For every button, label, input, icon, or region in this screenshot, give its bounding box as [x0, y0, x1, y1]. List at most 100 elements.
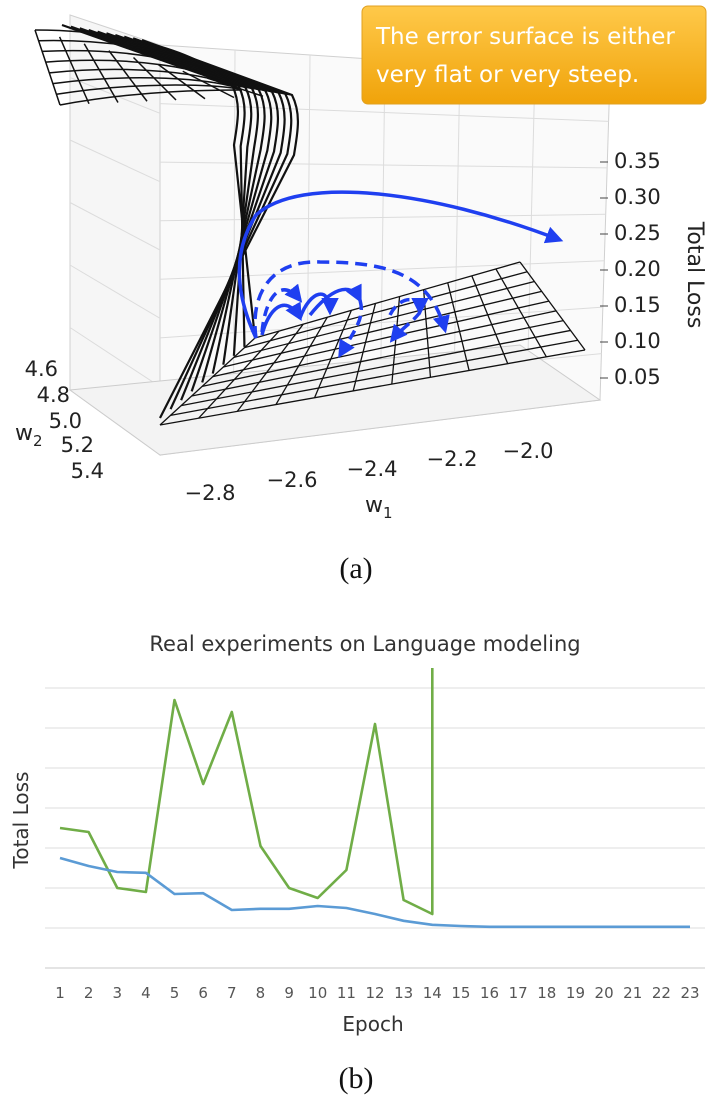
x-tick-label: −2.8	[185, 481, 236, 505]
flat-mesh-line	[159, 349, 586, 426]
plateau-mesh-line	[132, 56, 177, 101]
x-tick-label: 21	[623, 984, 642, 1002]
wall-gridline	[69, 327, 161, 388]
x-tick-label: 17	[509, 984, 528, 1002]
plateau-mesh-line	[207, 77, 264, 97]
x-tick-label: 4	[141, 984, 151, 1002]
flat-mesh-line	[275, 316, 328, 405]
chart-title: Real experiments on Language modeling	[149, 632, 580, 656]
trajectory-dashed-small-4	[389, 310, 422, 343]
trajectory-solid-long	[237, 190, 564, 339]
callout-line-2: very flat or very steep.	[376, 62, 639, 88]
trajectory-solid-small-1	[260, 301, 302, 336]
flat-mesh-line	[191, 320, 564, 397]
panel-a-surface-plot: 0.350.300.250.200.150.100.05 Total Loss …	[15, 5, 707, 585]
x-tick-label: 3	[112, 984, 122, 1002]
callout-line-1: The error surface is either	[375, 24, 675, 50]
x-axis-ticks: −2.8 −2.6 −2.4 −2.2 −2.0	[185, 439, 554, 505]
flat-mesh-line	[519, 261, 586, 351]
plateau-mesh-line	[34, 29, 61, 106]
panel-b-caption: (b)	[339, 1062, 374, 1095]
flat-mesh-line	[170, 339, 578, 416]
trajectory-dashed-small-3	[388, 297, 429, 316]
x-tick-label: 7	[227, 984, 237, 1002]
x-tick-label: 1	[55, 984, 65, 1002]
y-axis-label: w2	[15, 421, 43, 450]
x-tick-label: 15	[451, 984, 470, 1002]
x-tick-label: 8	[256, 984, 266, 1002]
x-tick-label: −2.2	[427, 447, 478, 471]
trajectory-arrows	[237, 190, 564, 359]
flat-mesh-line	[180, 329, 571, 407]
x-tick-label: 16	[480, 984, 499, 1002]
plateau-mesh-line	[45, 59, 237, 88]
chart-x-axis-label: Epoch	[342, 1012, 403, 1036]
y-tick-label: 5.4	[71, 459, 104, 483]
y-tick-label: 4.6	[25, 357, 58, 381]
x-tick-label: 10	[308, 984, 327, 1002]
flat-mesh-line	[202, 310, 557, 387]
plateau-mesh-line	[231, 84, 293, 96]
y-axis-ticks: 4.64.85.05.25.4	[25, 357, 104, 483]
x-tick-label: 5	[170, 984, 180, 1002]
z-axis-label: Total Loss	[682, 221, 707, 329]
x-axis-label-sub: 1	[383, 504, 393, 522]
flat-mesh-line	[495, 268, 547, 358]
trajectory-dashed-small-2	[338, 299, 363, 359]
series-line-1	[59, 668, 434, 916]
y-tick-label: 5.2	[61, 433, 94, 457]
series-line-2	[59, 856, 690, 929]
y-tick-label: 5.0	[49, 409, 82, 433]
panel-a-caption: (a)	[339, 552, 372, 585]
flat-surface-mesh	[159, 261, 586, 426]
wall-gridline	[69, 264, 161, 319]
x-tick-label: 12	[365, 984, 384, 1002]
plateau-mesh-line	[83, 43, 119, 103]
x-tick-label: 23	[680, 984, 699, 1002]
plateau-mesh-line	[38, 39, 234, 87]
chart-series	[59, 668, 690, 929]
plateau-mesh-line	[49, 68, 239, 89]
wall-gridline	[69, 77, 161, 114]
x-tick-label: 2	[84, 984, 94, 1002]
z-tick-label: 0.30	[614, 185, 661, 209]
trajectory-solid-small-2	[298, 292, 339, 319]
flat-mesh-line	[254, 261, 521, 339]
trajectory-dashed-long	[253, 260, 450, 339]
x-tick-label: 18	[537, 984, 556, 1002]
x-axis-label-base: w	[365, 493, 383, 518]
plateau-mesh-line	[34, 29, 233, 86]
x-tick-label: −2.6	[267, 468, 318, 492]
x-tick-label: 9	[284, 984, 294, 1002]
cliff-rib	[141, 38, 299, 419]
flat-mesh-line	[223, 290, 542, 368]
wall-gridline	[69, 139, 161, 183]
y-axis-label-base: w	[15, 421, 33, 446]
x-tick-label: 13	[394, 984, 413, 1002]
x-tick-label: −2.0	[503, 439, 554, 463]
x-tick-label: 19	[566, 984, 585, 1002]
x-tick-label: 14	[423, 984, 442, 1002]
trajectory-dashed-small-1	[260, 283, 303, 333]
plateau-mesh	[34, 29, 293, 106]
trajectory-solid-small-3	[308, 283, 362, 317]
x-tick-label: −2.4	[347, 457, 398, 481]
plateau-mesh-line	[42, 49, 236, 88]
z-tick-label: 0.15	[614, 293, 661, 317]
x-tick-label: 6	[198, 984, 208, 1002]
plateau-mesh-line	[108, 50, 148, 102]
flat-mesh-line	[313, 310, 352, 398]
plateau-mesh-line	[182, 70, 235, 99]
x-tick-label: 11	[337, 984, 356, 1002]
x-tick-labels: 1 2 3 4 5 6 7 8 9 10 11 12 13 14 15 16 17 18 19 20 21 22 23	[55, 984, 699, 1002]
flat-mesh-line	[447, 282, 470, 371]
y-axis-label-sub: 2	[33, 432, 43, 450]
x-tick-label: 22	[652, 984, 671, 1002]
flat-mesh-line	[244, 271, 528, 349]
callout-box: The error surface is either very flat or…	[361, 5, 707, 105]
x-axis-label: w1	[365, 493, 393, 522]
z-tick-label: 0.05	[614, 365, 661, 389]
plateau-mesh-line	[56, 84, 241, 96]
